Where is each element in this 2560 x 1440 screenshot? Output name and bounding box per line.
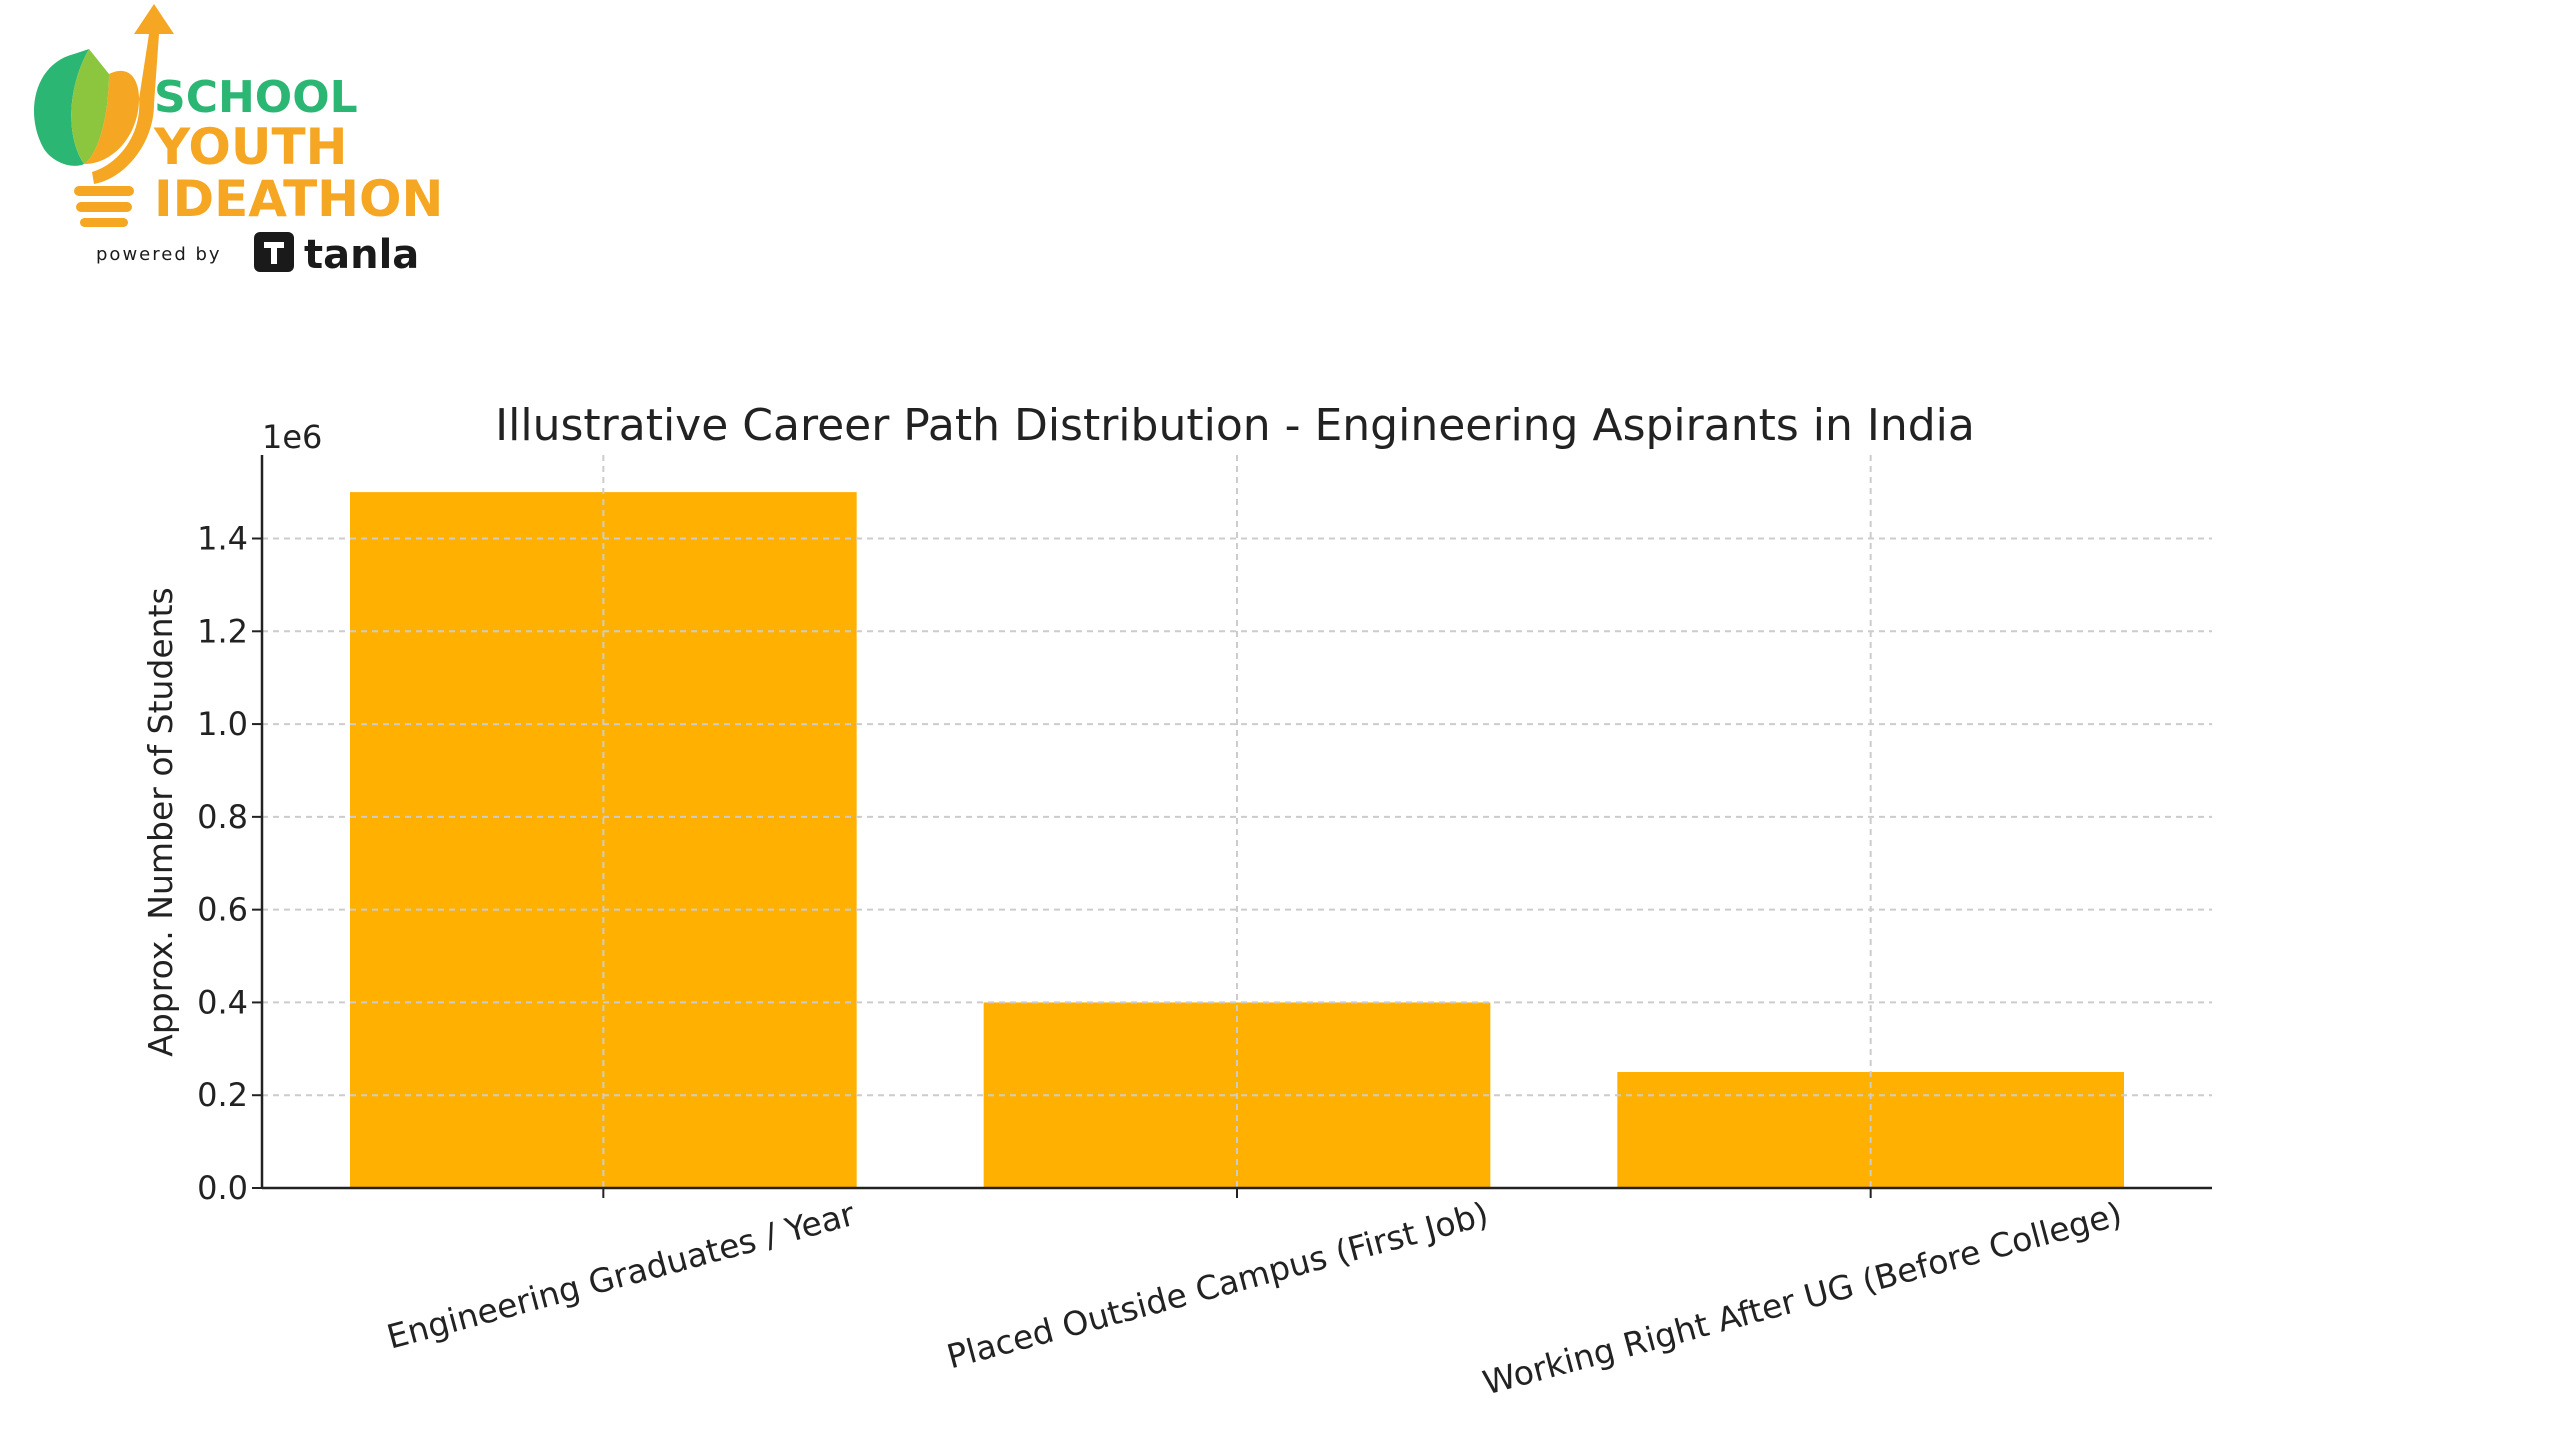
- y-tick-label: 1.0: [197, 705, 248, 743]
- x-tick-label: Engineering Graduates / Year: [383, 1194, 859, 1357]
- x-tick-labels: Engineering Graduates / Year Placed Outsi…: [383, 1194, 2126, 1403]
- tanla-mark-icon: [254, 232, 294, 272]
- y-tick-label: 1.2: [197, 612, 248, 650]
- y-tick-label: 0.8: [197, 798, 248, 836]
- x-tick-label: Working Right After UG (Before College): [1479, 1194, 2126, 1402]
- partner-name: tanla: [304, 232, 419, 278]
- logo-line-ideathon: IDEATHON: [154, 170, 443, 228]
- lightbulb-arrow-icon: [34, 4, 174, 227]
- y-tick-label: 0.2: [197, 1076, 248, 1114]
- logo-line-youth: YOUTH: [153, 118, 347, 176]
- powered-by-label: powered by: [96, 244, 222, 265]
- y-tick-labels: 0.0 0.2 0.4 0.6 0.8 1.0 1.2 1.4: [197, 520, 248, 1207]
- y-offset-label: 1e6: [262, 418, 322, 456]
- y-tick-label: 0.0: [197, 1169, 248, 1207]
- y-tick-label: 0.4: [197, 983, 248, 1021]
- school-youth-ideathon-logo: SCHOOL YOUTH IDEATHON powered by tanla: [34, 4, 443, 278]
- y-tick-label: 1.4: [197, 520, 248, 558]
- logo-line-school: SCHOOL: [154, 72, 358, 123]
- y-axis-label: Approx. Number of Students: [141, 587, 180, 1056]
- x-tick-label: Placed Outside Campus (First Job): [943, 1194, 1493, 1376]
- y-tick-label: 0.6: [197, 891, 248, 929]
- chart-title: Illustrative Career Path Distribution - …: [495, 400, 1975, 451]
- grid-lines: [262, 455, 2212, 1188]
- axes: [252, 455, 2212, 1198]
